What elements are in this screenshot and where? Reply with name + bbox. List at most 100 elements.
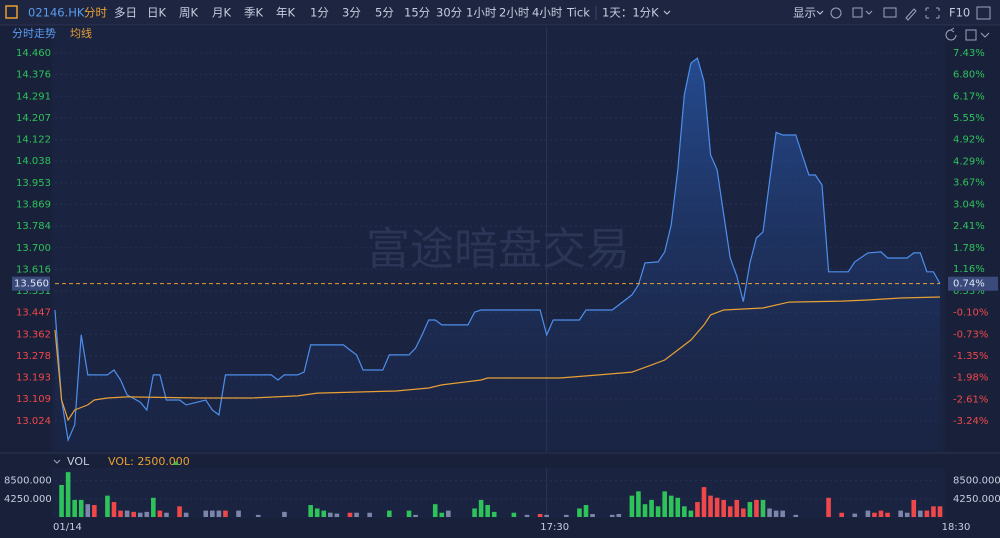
- volume-bar: [157, 510, 163, 517]
- panel-icon[interactable]: [5, 5, 18, 19]
- volume-bar: [898, 510, 903, 517]
- volume-bar: [491, 511, 497, 517]
- checkbox-icon[interactable]: [852, 7, 863, 18]
- timeframe-tab[interactable]: 1分: [310, 6, 329, 20]
- timeframe-tab[interactable]: 2小时: [499, 6, 530, 20]
- settings-icon[interactable]: [830, 7, 842, 19]
- volume-value: VOL: 2500.000: [108, 455, 190, 468]
- timeframe-tab[interactable]: 30分: [436, 6, 463, 20]
- volume-bar: [734, 499, 740, 517]
- volume-bar: [334, 513, 340, 517]
- timeframe-tab[interactable]: 1小时: [466, 6, 497, 20]
- volume-bar: [164, 512, 169, 517]
- timeframe-tab[interactable]: 5分: [375, 6, 394, 20]
- volume-bar: [485, 505, 490, 517]
- timeframe-tab[interactable]: 多日: [114, 6, 137, 20]
- collapse-icon[interactable]: [980, 32, 990, 38]
- legend-average[interactable]: 均线: [70, 26, 92, 40]
- reset-icon[interactable]: [945, 27, 957, 41]
- y2-tick-label: -3.24%: [953, 416, 988, 427]
- volume-bar: [852, 513, 858, 517]
- y-tick-label: 13.278: [16, 351, 51, 362]
- x-tick-label: 17:30: [540, 522, 569, 533]
- volume-bar: [590, 514, 595, 517]
- volume-bar: [354, 512, 359, 517]
- y2-tick-label: 3.04%: [953, 199, 985, 210]
- y2-tick-label: -0.73%: [953, 329, 988, 340]
- volume-bar: [695, 502, 700, 517]
- collapse-arrow[interactable]: [53, 459, 61, 464]
- volume-bar: [314, 508, 320, 517]
- volume-bar: [918, 510, 923, 517]
- timeframe-tab[interactable]: 季K: [244, 6, 263, 20]
- volume-bar: [911, 499, 917, 517]
- symbol[interactable]: 02146.HK: [28, 6, 85, 20]
- timeframe-tab[interactable]: 日K: [147, 6, 166, 20]
- volume-title[interactable]: VOL: [67, 455, 90, 468]
- x-tick-label: 01/14: [53, 522, 82, 533]
- timeframe-tab[interactable]: 3分: [342, 6, 361, 20]
- y2-tick-label: -1.35%: [953, 351, 988, 362]
- volume-bar: [328, 512, 333, 517]
- volume-bar: [223, 510, 228, 517]
- volume-bar: [649, 499, 654, 517]
- timeframe-tab[interactable]: 4小时: [532, 6, 563, 20]
- volume-bar: [124, 510, 130, 517]
- volume-bar: [131, 511, 136, 517]
- volume-bar: [924, 510, 930, 517]
- y-tick-label: 13.531: [16, 286, 51, 297]
- volume-bar: [111, 502, 117, 517]
- volume-bar: [387, 510, 392, 517]
- y-tick-label: 14.376: [16, 69, 51, 80]
- volume-bar: [780, 510, 785, 517]
- volume-bar: [655, 506, 661, 517]
- fullscreen-icon[interactable]: [925, 7, 940, 19]
- period-select[interactable]: 1天：1分K: [602, 6, 659, 20]
- timeframe-tab[interactable]: 分时: [84, 6, 107, 20]
- volume-bar: [885, 512, 890, 517]
- volume-bar: [537, 514, 543, 517]
- y2-tick-label: -2.61%: [953, 394, 988, 405]
- volume-bar: [524, 514, 530, 517]
- dropdown-arrow: [663, 10, 671, 15]
- volume-bar: [675, 497, 681, 517]
- volume-bar: [210, 510, 215, 517]
- timeframe-tab[interactable]: Tick: [566, 6, 590, 20]
- volume-bar: [767, 508, 772, 517]
- volume-bar: [937, 506, 943, 517]
- volume-tick-label: 8500.000: [4, 476, 52, 487]
- display-menu[interactable]: 显示: [793, 6, 816, 20]
- window-icon[interactable]: [965, 29, 977, 41]
- volume-bar: [282, 511, 287, 517]
- price-line: [54, 57, 941, 443]
- toolbar: [0, 0, 1000, 25]
- legend-price[interactable]: 分时走势: [12, 27, 56, 40]
- y-tick-label: 13.447: [16, 308, 51, 319]
- camera-icon[interactable]: [883, 7, 897, 18]
- volume-bar: [439, 512, 445, 517]
- draw-icon[interactable]: [905, 8, 917, 21]
- last-change-label: 0.74%: [953, 279, 985, 290]
- volume-bar: [872, 512, 877, 517]
- volume-bar: [865, 510, 871, 517]
- y2-tick-label: 3.67%: [953, 178, 985, 189]
- volume-bar: [662, 491, 667, 517]
- volume-bar: [609, 514, 615, 517]
- timeframe-tab[interactable]: 周K: [179, 6, 198, 20]
- volume-bar: [406, 510, 412, 517]
- volume-bar: [478, 499, 484, 517]
- volume-bar: [688, 510, 694, 517]
- volume-bar: [636, 491, 641, 517]
- volume-bar: [216, 510, 222, 517]
- timeframe-tab[interactable]: 15分: [404, 6, 431, 20]
- y-tick-label: 14.291: [16, 91, 51, 102]
- volume-bar: [321, 510, 327, 517]
- timeframe-tab[interactable]: 年K: [276, 6, 295, 20]
- y2-tick-label: 1.78%: [953, 243, 985, 254]
- volume-bar: [85, 504, 91, 517]
- volume-bar: [682, 506, 687, 517]
- f10-button[interactable]: F10: [949, 6, 970, 20]
- last-change-box: [948, 276, 998, 291]
- timeframe-tab[interactable]: 月K: [212, 6, 231, 20]
- layout-icon[interactable]: [976, 6, 991, 20]
